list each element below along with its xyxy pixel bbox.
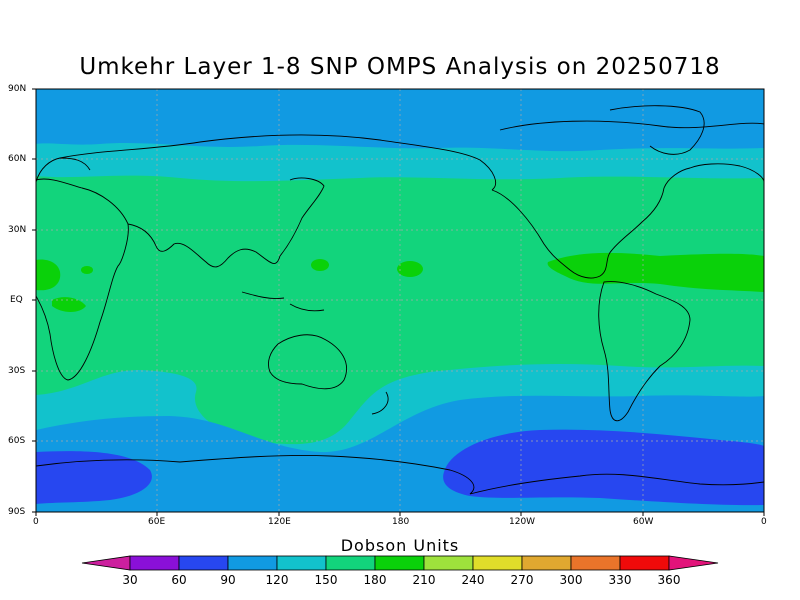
colorbar-label: 120 — [265, 573, 289, 587]
colorbar-segment — [423, 555, 474, 571]
colorbar — [81, 555, 719, 571]
gridlines — [36, 89, 764, 512]
colorbar-segment — [276, 555, 327, 571]
colorbar-segment — [521, 555, 572, 571]
lon-label: 0 — [761, 517, 767, 527]
axis-ticks — [32, 88, 765, 516]
colorbar-label: 30 — [122, 573, 138, 587]
map-title: Umkehr Layer 1-8 SNP OMPS Analysis on 20… — [79, 54, 721, 80]
lon-label: 120W — [509, 517, 536, 527]
lat-label: 30S — [8, 366, 26, 376]
lat-label: EQ — [10, 295, 23, 305]
lon-label: 60W — [633, 517, 654, 527]
colorbar-segment — [81, 555, 131, 571]
colorbar-segment — [374, 555, 425, 571]
colorbar-label: 270 — [510, 573, 534, 587]
colorbar-label: 150 — [314, 573, 338, 587]
lat-label: 60N — [8, 154, 27, 164]
lat-label: 30N — [8, 225, 27, 235]
field-caribbean-180-210 — [547, 252, 764, 292]
colorbar-segment — [472, 555, 523, 571]
colorbar-label: 60 — [171, 573, 187, 587]
lon-label: 0 — [33, 517, 39, 527]
lat-label: 90S — [8, 507, 26, 517]
colorbar-label: 210 — [412, 573, 436, 587]
colorbar-segment — [129, 555, 180, 571]
field-south-60-90-east — [443, 429, 764, 506]
colorbar-label: 300 — [559, 573, 583, 587]
colorbar-label: 240 — [461, 573, 485, 587]
lon-label: 60E — [148, 517, 166, 527]
coastlines — [36, 105, 764, 495]
colorbar-title: Dobson Units — [340, 536, 460, 555]
colorbar-segment — [178, 555, 229, 571]
colorbar-label: 90 — [220, 573, 236, 587]
field-south-60-90-west — [36, 451, 152, 504]
colorbar-segment — [619, 555, 670, 571]
colorbar-segment — [668, 555, 719, 571]
colorbar-label: 360 — [657, 573, 681, 587]
lon-label: 180 — [392, 517, 410, 527]
lon-label: 120E — [268, 517, 291, 527]
colorbar-label: 330 — [608, 573, 632, 587]
lat-label: 60S — [8, 436, 26, 446]
colorbar-label: 180 — [363, 573, 387, 587]
lat-label: 90N — [8, 84, 27, 94]
colorbar-segment — [570, 555, 621, 571]
colorbar-segment — [227, 555, 278, 571]
colorbar-segment — [325, 555, 376, 571]
